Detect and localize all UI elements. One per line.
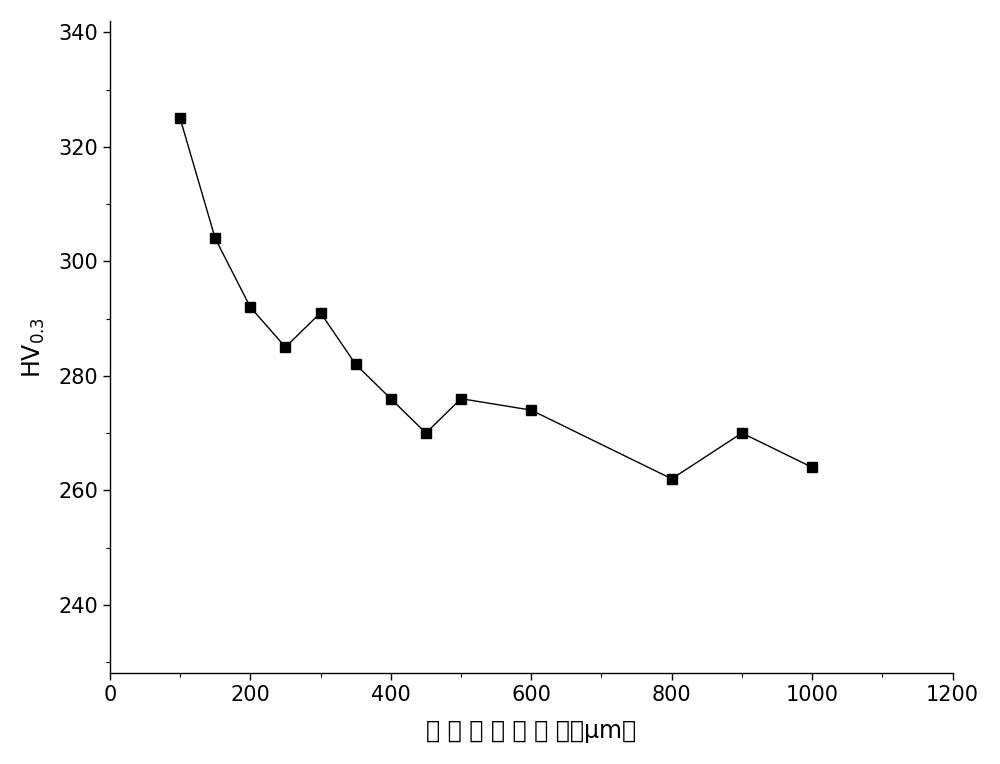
Y-axis label: $\mathrm{HV}_{0.3}$: $\mathrm{HV}_{0.3}$ — [21, 316, 47, 377]
X-axis label: 距 试 样 表 面 尺 寸（μm）: 距 试 样 表 面 尺 寸（μm） — [426, 719, 636, 743]
